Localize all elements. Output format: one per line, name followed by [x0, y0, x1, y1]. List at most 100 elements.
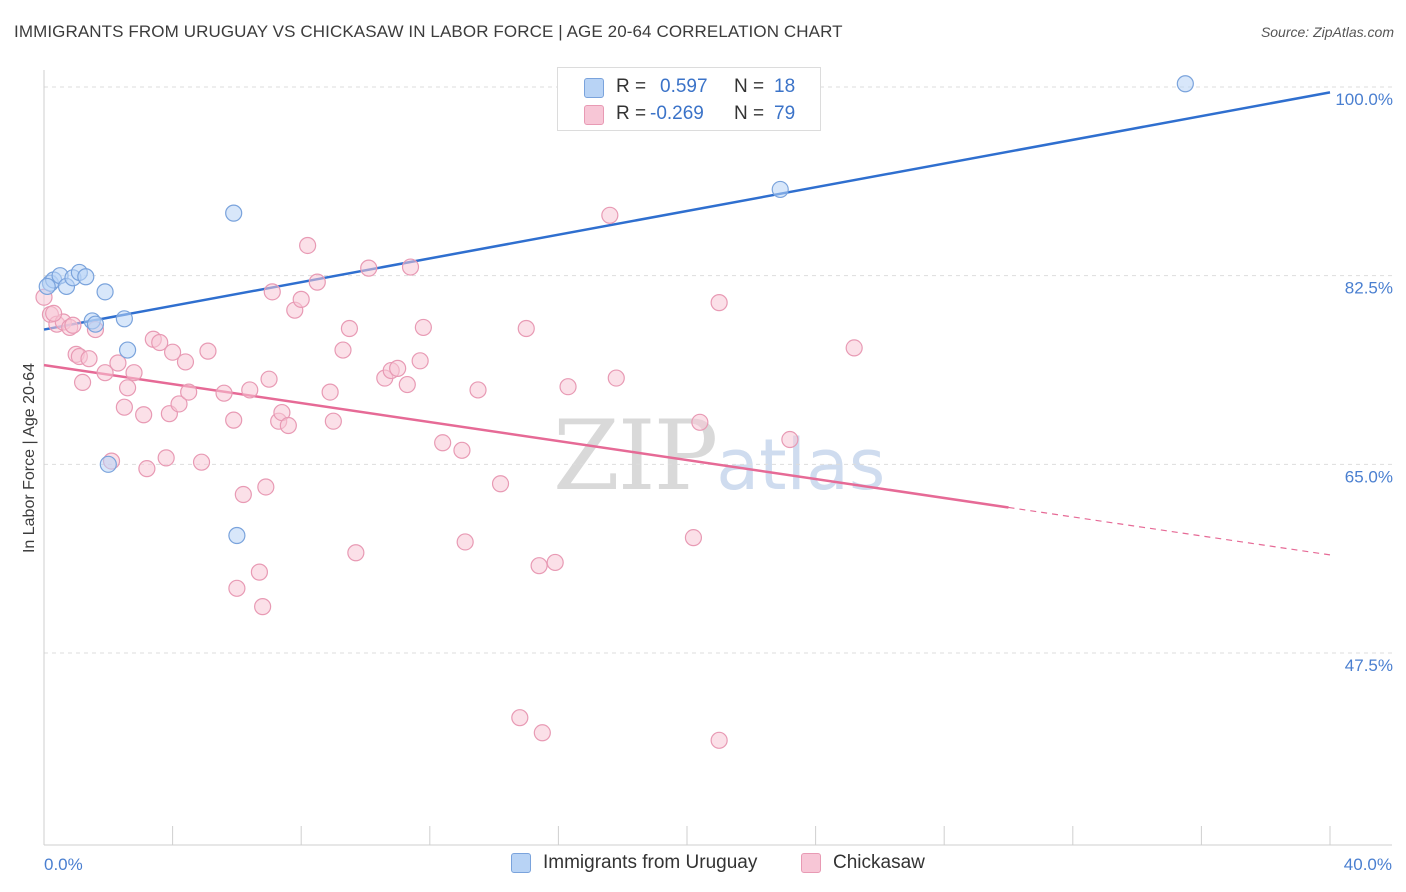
n-value: 79 [774, 103, 796, 124]
data-point-chickasaw [45, 304, 63, 322]
data-point-chickasaw [398, 375, 416, 394]
legend-item-chickasaw: Chickasaw [801, 852, 925, 874]
data-point-chickasaw [533, 724, 551, 742]
y-tick-label: 65.0% [1345, 467, 1393, 486]
y-tick-label: 100.0% [1335, 90, 1393, 109]
legend-item-uruguay: Immigrants from Uruguay [511, 852, 757, 874]
legend-label-chickasaw: Chickasaw [833, 852, 925, 873]
r-value: -0.269 [650, 103, 704, 124]
data-point-chickasaw [109, 354, 127, 372]
data-point-chickasaw [414, 318, 432, 337]
y-tick-label: 47.5% [1345, 656, 1393, 675]
source-label: Source: ZipAtlas.com [1260, 24, 1394, 40]
data-point-chickasaw [559, 378, 577, 396]
data-point-chickasaw [292, 290, 310, 308]
data-point-uruguay [77, 268, 95, 286]
data-point-uruguay [771, 180, 789, 199]
data-point-chickasaw [469, 381, 487, 399]
data-point-chickasaw [491, 475, 510, 493]
uruguay-legend-swatch-icon [511, 853, 531, 873]
data-point-chickasaw [360, 259, 378, 277]
data-point-chickasaw [257, 478, 275, 496]
watermark-zip: ZIP [553, 400, 718, 512]
data-point-chickasaw [64, 316, 82, 334]
chart-title: IMMIGRANTS FROM URUGUAY VS CHICKASAW IN … [14, 22, 843, 41]
data-point-chickasaw [164, 343, 182, 361]
x-tick-label-min: 0.0% [44, 855, 83, 874]
stats-legend: R = 0.597 N = 18 R = -0.269 N = 79 [557, 67, 821, 131]
data-point-chickasaw [138, 460, 156, 478]
data-point-chickasaw [511, 709, 529, 727]
data-point-chickasaw [192, 453, 211, 471]
data-point-chickasaw [453, 441, 471, 459]
x-tick-label-max: 40.0% [1344, 855, 1392, 874]
data-point-uruguay [115, 310, 133, 328]
data-point-chickasaw [135, 406, 153, 424]
watermark: ZIPatlas [553, 400, 885, 512]
data-point-chickasaw [607, 369, 625, 387]
stats-row-chickasaw: R = -0.269 N = 79 [558, 101, 820, 127]
data-point-chickasaw [324, 412, 342, 430]
r-value: 0.597 [660, 76, 708, 97]
data-point-chickasaw [250, 563, 269, 581]
data-point-chickasaw [125, 364, 143, 382]
data-point-chickasaw [73, 373, 92, 391]
trend-lines [43, 91, 1331, 556]
data-point-uruguay [99, 455, 117, 473]
data-point-uruguay [228, 526, 246, 545]
data-point-chickasaw [151, 333, 169, 352]
y-tick-label: 82.5% [1345, 279, 1393, 298]
chickasaw-legend-swatch-icon [801, 853, 821, 873]
data-point-chickasaw [260, 370, 278, 388]
data-point-chickasaw [710, 731, 728, 749]
trend-line-chickasaw-extension [1008, 506, 1331, 556]
data-point-chickasaw [411, 352, 429, 370]
series-legend: Immigrants from Uruguay Chickasaw [0, 852, 1406, 878]
data-point-chickasaw [517, 319, 535, 338]
legend-label-uruguay: Immigrants from Uruguay [543, 852, 758, 873]
data-point-uruguay [1176, 75, 1194, 93]
data-point-chickasaw [228, 579, 246, 597]
data-point-chickasaw [781, 430, 799, 449]
y-tick-labels: 47.5% 65.0% 82.5% 100.0% [1335, 90, 1393, 675]
data-point-chickasaw [530, 557, 548, 575]
data-point-chickasaw [299, 236, 317, 255]
data-point-chickasaw [215, 384, 233, 402]
data-point-chickasaw [340, 319, 359, 338]
data-point-chickasaw [279, 416, 297, 435]
data-point-chickasaw [691, 413, 709, 431]
data-point-chickasaw [347, 544, 365, 562]
points-uruguay [38, 75, 1194, 545]
uruguay-swatch-icon [584, 78, 604, 98]
data-point-chickasaw [434, 434, 452, 452]
data-point-uruguay [86, 315, 105, 333]
y-axis-label: In Labor Force | Age 20-64 [21, 363, 38, 553]
data-point-chickasaw [180, 383, 198, 401]
grid-lines [44, 86, 1392, 654]
data-point-chickasaw [170, 395, 188, 413]
data-point-chickasaw [199, 342, 217, 360]
data-point-chickasaw [241, 381, 259, 399]
data-point-chickasaw [80, 350, 98, 368]
data-point-uruguay [38, 277, 56, 296]
data-point-chickasaw [401, 258, 420, 276]
points-chickasaw [35, 206, 863, 749]
r-label: R = [616, 103, 647, 124]
data-point-chickasaw [601, 206, 619, 224]
data-point-chickasaw [546, 553, 564, 572]
data-point-chickasaw [456, 533, 474, 551]
x-tick-marks [43, 826, 1331, 845]
data-point-uruguay [225, 204, 243, 222]
n-label: N = [734, 76, 765, 97]
axes [43, 70, 1392, 846]
data-point-chickasaw [176, 353, 195, 371]
data-point-chickasaw [96, 364, 114, 382]
data-point-uruguay [96, 283, 114, 301]
trend-line-chickasaw [43, 363, 1009, 509]
data-point-chickasaw [234, 485, 252, 504]
data-point-chickasaw [225, 411, 243, 429]
data-point-chickasaw [263, 283, 281, 301]
n-label: N = [734, 103, 765, 124]
data-point-chickasaw [389, 359, 407, 377]
